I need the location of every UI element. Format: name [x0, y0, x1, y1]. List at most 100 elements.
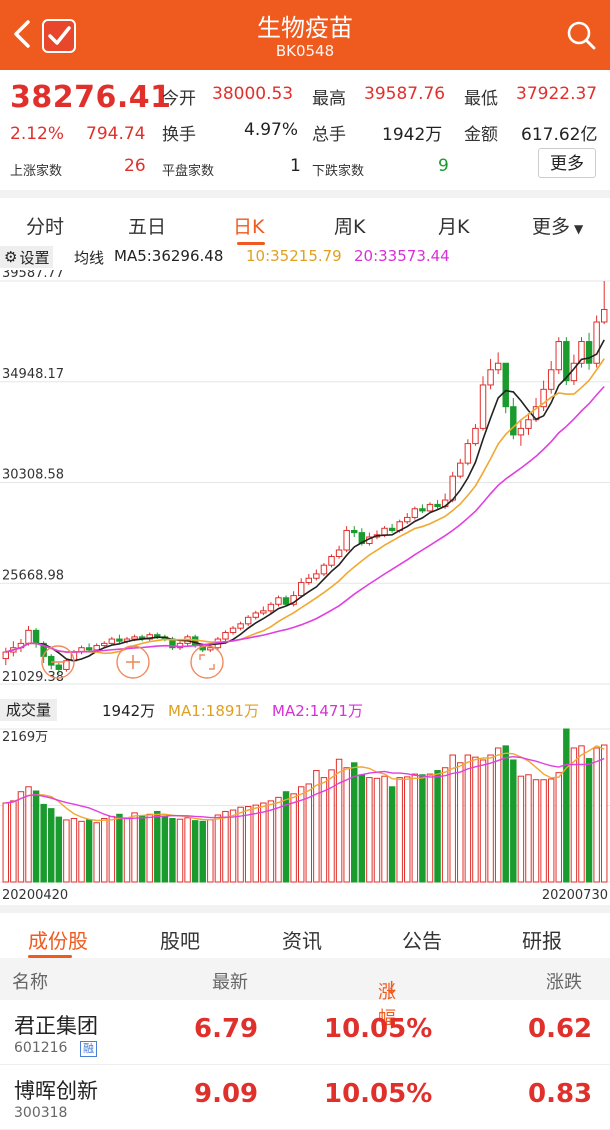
tab-five-day[interactable]: 五日	[128, 216, 167, 238]
candle-body	[191, 636, 199, 647]
stock-code: 601216	[14, 1040, 68, 1056]
volume-bar	[222, 810, 229, 883]
down-count: 9	[438, 156, 449, 176]
volume-bar	[396, 777, 403, 883]
up-count: 26	[124, 156, 146, 176]
change-percent: 2.12%	[10, 124, 65, 144]
period-tabs: 分时 五日 日K 周K 月K 更多 ▼	[0, 190, 610, 245]
candle-body	[93, 645, 100, 651]
zoom-out-icon[interactable]	[41, 645, 75, 679]
volume-bar	[578, 745, 585, 883]
down-count-label: 下跌家数	[312, 164, 365, 179]
zoom-in-icon[interactable]	[116, 645, 150, 679]
volume-bar	[169, 818, 176, 883]
settings-button[interactable]: ⚙ 设置	[0, 246, 54, 268]
volume-bar	[229, 809, 237, 883]
volume-bar	[2, 802, 10, 883]
volume-bar	[260, 802, 267, 883]
tab-monthly-k[interactable]: 月K	[438, 216, 470, 238]
search-icon[interactable]	[566, 20, 596, 50]
ma20-value: 20:33573.44	[354, 247, 450, 265]
turnover-value: 4.97%	[244, 120, 299, 140]
volume-indicator-button[interactable]: 成交量	[0, 699, 58, 721]
volume-bar	[214, 814, 222, 883]
tab-announcements[interactable]: 公告	[402, 929, 442, 953]
price-axis-label: 34948.17	[2, 367, 64, 382]
stock-row[interactable]: 博晖创新 300318 9.09 10.05% 0.83	[0, 1065, 610, 1130]
fullscreen-icon[interactable]	[190, 645, 224, 679]
volume-bar	[419, 774, 426, 883]
volume-bar	[32, 790, 40, 883]
candle-body	[381, 527, 388, 536]
quote-panel: 38276.41 2.12% 794.74 上涨家数 26 今开 38000.5…	[0, 70, 610, 190]
tab-daily-k[interactable]: 日K	[233, 216, 265, 238]
ma10-line	[5, 358, 605, 655]
list-tabs: 成份股 股吧 资讯 公告 研报	[0, 905, 610, 958]
candle-body	[2, 651, 10, 660]
volume-value: 1942万	[382, 125, 443, 145]
volume-bar	[237, 806, 244, 883]
column-name[interactable]: 名称	[12, 972, 48, 993]
back-chevron-icon[interactable]	[12, 18, 32, 56]
candle-body	[116, 638, 123, 642]
change-value: 794.74	[86, 124, 146, 144]
tab-research[interactable]: 研报	[522, 929, 562, 953]
watchlist-check-icon[interactable]	[42, 19, 76, 53]
stock-row[interactable]: 君正集团 601216 融 6.79 10.05% 0.62	[0, 1000, 610, 1065]
sector-code: BK0548	[275, 42, 335, 60]
ma5-value: MA5:36296.48	[114, 247, 224, 265]
candle-body	[25, 629, 32, 644]
high-value: 39587.76	[364, 84, 446, 104]
candle-body	[578, 341, 585, 364]
ma5-line	[5, 339, 605, 662]
volume-chart[interactable]: 2169万 20200420 20200730	[0, 725, 610, 905]
tab-weekly-k[interactable]: 周K	[334, 216, 366, 238]
volume-bar	[154, 810, 161, 883]
column-change-pct-label: 涨幅	[378, 982, 396, 1029]
volume-bar	[290, 793, 297, 883]
tab-constituents[interactable]: 成份股	[28, 929, 88, 953]
volume-max-label: 2169万	[2, 730, 48, 745]
volume-bar	[101, 818, 108, 883]
margin-badge: 融	[80, 1041, 97, 1057]
candle-body	[244, 616, 252, 625]
tab-news[interactable]: 资讯	[282, 929, 322, 953]
volume-bar	[570, 747, 578, 883]
tab-forum[interactable]: 股吧	[160, 929, 200, 953]
gear-icon: ⚙	[4, 248, 18, 266]
chevron-down-icon: ▼	[574, 222, 584, 236]
volume-bar	[525, 774, 532, 883]
volume-bar	[441, 767, 449, 883]
column-latest[interactable]: 最新	[212, 972, 248, 993]
candlestick-chart[interactable]: 39587.77 34948.17 30308.58 25668.98 21029.38	[0, 270, 610, 696]
volume-bar	[502, 745, 509, 883]
candle-body	[434, 503, 441, 508]
ma-legend: ⚙ 设置 均线 MA5:36296.48 10:35215.79 20:33573…	[0, 244, 610, 270]
settings-label: 设置	[19, 248, 50, 267]
turnover-label: 换手	[162, 125, 196, 145]
stock-name: 博晖创新	[14, 1079, 98, 1103]
volume-bar	[85, 819, 93, 883]
volume-ma2-line	[5, 755, 605, 820]
volume-bar	[335, 758, 343, 883]
candle-body	[282, 597, 290, 605]
column-change[interactable]: 涨跌	[546, 972, 582, 993]
volume-bar	[146, 813, 153, 883]
candle-body	[237, 623, 244, 629]
volume-bar	[351, 762, 358, 883]
candle-body	[222, 632, 229, 640]
volume-bar	[161, 815, 169, 883]
tab-more[interactable]: 更多 ▼	[532, 212, 583, 239]
candle-body	[207, 647, 214, 651]
candle-body	[502, 362, 509, 408]
stock-change: 0.62	[528, 1014, 593, 1044]
amount-label: 金额	[464, 125, 498, 145]
volume-bar	[600, 744, 608, 883]
page-title: 生物疫苗	[257, 14, 353, 42]
candle-body	[260, 610, 267, 614]
volume-bar	[10, 800, 17, 883]
more-button[interactable]: 更多	[538, 148, 596, 178]
volume-bar	[585, 758, 593, 883]
tab-intraday[interactable]: 分时	[26, 216, 65, 238]
volume-bar	[358, 774, 366, 883]
